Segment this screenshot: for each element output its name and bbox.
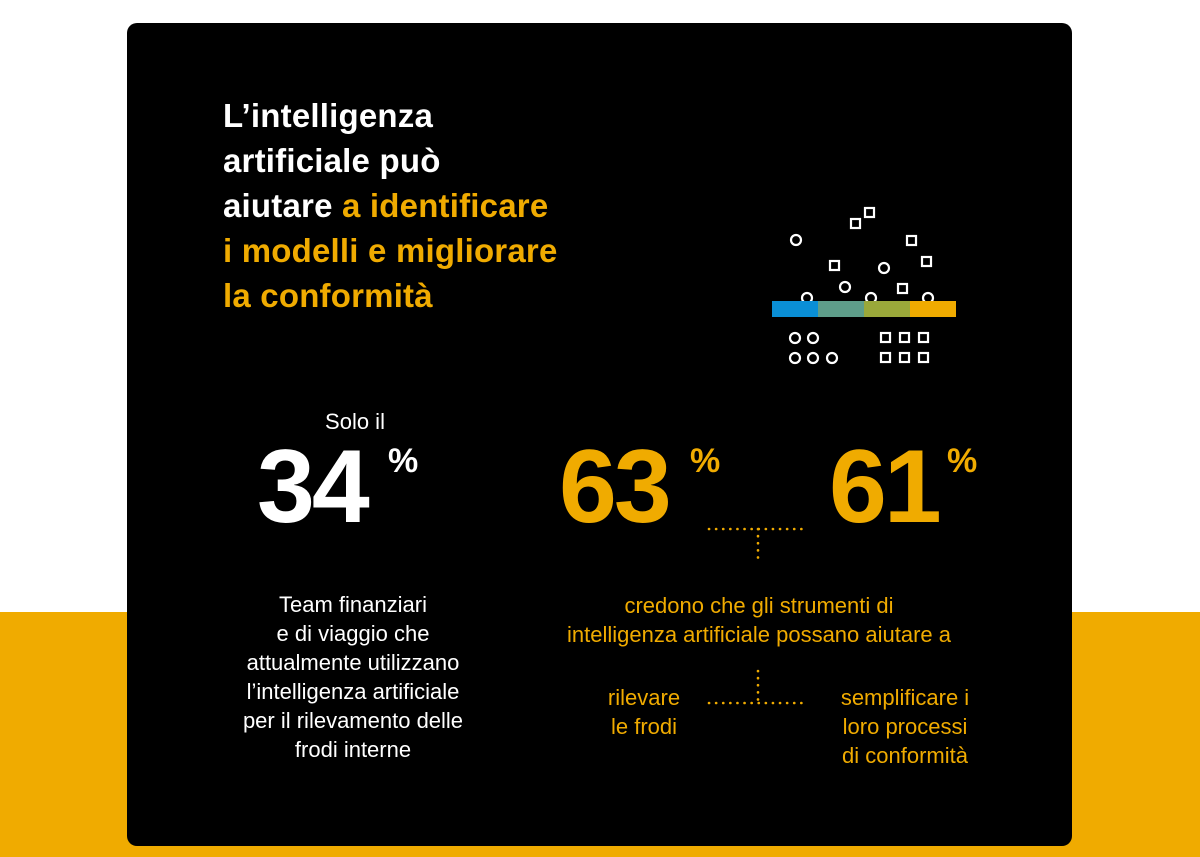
stat-34-description: Team finanziari e di viaggio che attualm… <box>217 590 489 764</box>
stat-34-description-line: e di viaggio che <box>276 621 430 646</box>
left-outcome: rilevare le frodi <box>579 683 709 741</box>
stat-63-value: 63 <box>559 429 672 545</box>
headline-line-4: i modelli e migliorare <box>223 232 558 269</box>
stat-63-unit: % <box>690 442 721 480</box>
shared-description: credono che gli strumenti di intelligenz… <box>519 591 999 649</box>
right-outcome-line: loro processi <box>842 714 968 739</box>
left-outcome-line: rilevare <box>607 685 681 710</box>
shared-description-line: credono che gli strumenti di <box>624 593 894 618</box>
stat-34-description-line: l’intelligenza artificiale <box>246 679 460 704</box>
left-outcome-line: le frodi <box>610 714 678 739</box>
stat-34-description-line: Team finanziari <box>279 592 427 617</box>
infographic-card: L’intelligenza artificiale può aiutare a… <box>127 23 1072 846</box>
stat-34-description-line: frodi interne <box>294 737 412 762</box>
stat-34-unit: % <box>388 442 419 480</box>
headline-line-3-white: aiutare <box>223 187 342 224</box>
shared-description-line: intelligenza artificiale possano aiutare… <box>566 622 951 647</box>
right-outcome-line: semplificare i <box>840 685 970 710</box>
stat-34-description-line: attualmente utilizzano <box>246 650 460 675</box>
right-outcome: semplificare i loro processi di conformi… <box>815 683 995 770</box>
headline-line-5: la conformità <box>223 277 433 314</box>
headline-line-3-yellow: a identificare <box>342 187 549 224</box>
headline-line-1: L’intelligenza <box>223 97 434 134</box>
stat-34-prefix: Solo il <box>325 409 385 434</box>
headline-line-3: aiutare a identificare <box>223 183 643 228</box>
stat-34-description-line: per il rilevamento delle <box>242 708 464 733</box>
stat-34-value: 34 <box>257 429 370 545</box>
stat-61-unit: % <box>947 442 978 480</box>
headline: L’intelligenza artificiale può aiutare a… <box>223 93 643 318</box>
headline-line-2: artificiale può <box>223 142 441 179</box>
stat-61-value: 61 <box>829 429 942 545</box>
right-outcome-line: di conformità <box>842 743 968 768</box>
filter-funnel-illustration-icon <box>772 206 956 365</box>
